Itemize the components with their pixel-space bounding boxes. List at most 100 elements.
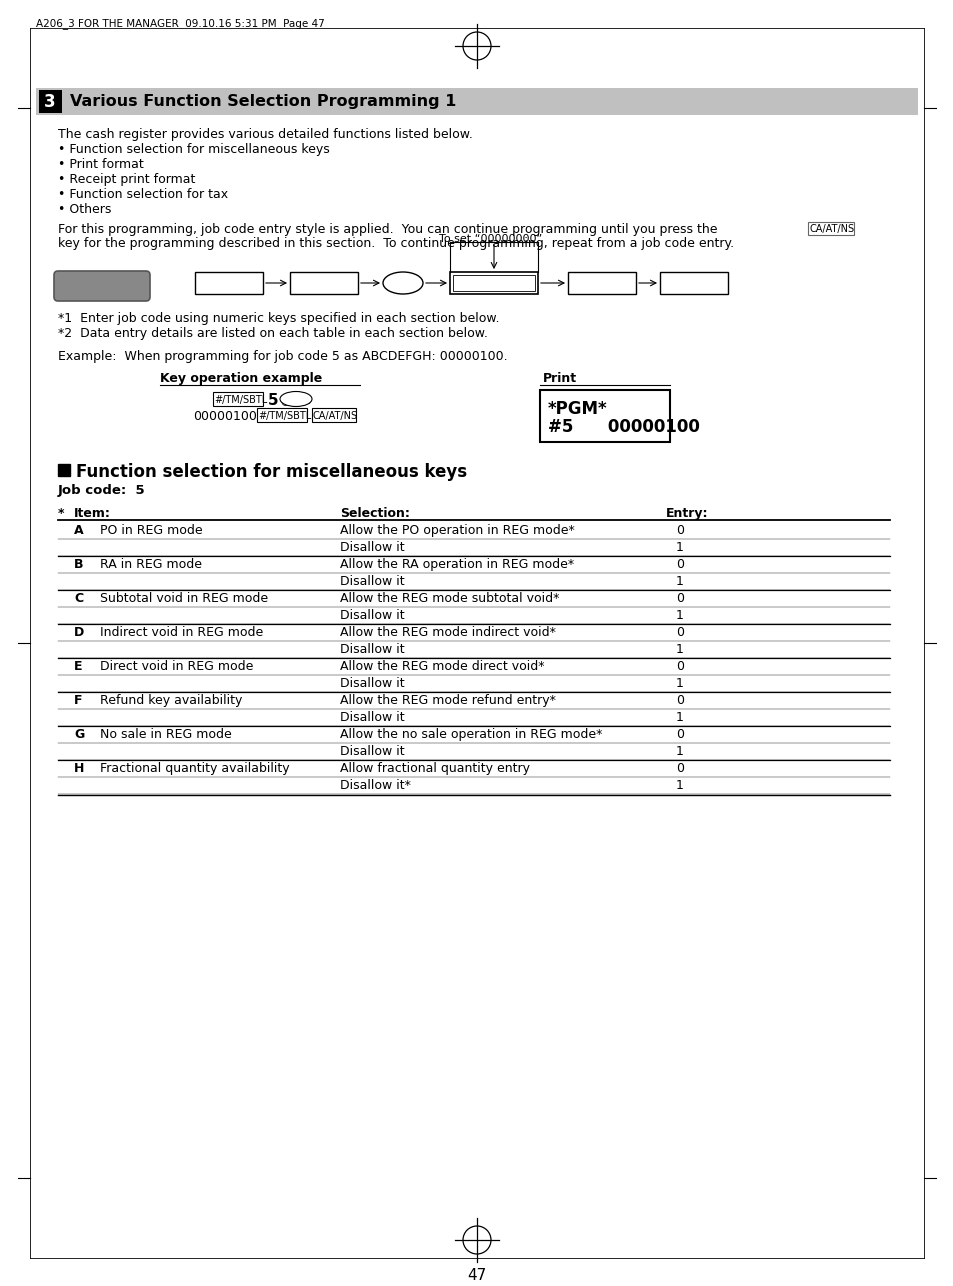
Text: Allow the REG mode direct void*: Allow the REG mode direct void* xyxy=(339,660,544,673)
Text: 1: 1 xyxy=(676,779,683,792)
Text: • Receipt print format: • Receipt print format xyxy=(58,174,195,186)
Text: Procedure: Procedure xyxy=(66,279,138,292)
Text: #5      00000100: #5 00000100 xyxy=(547,418,700,436)
Text: B: B xyxy=(74,558,84,571)
Text: Disallow it: Disallow it xyxy=(339,711,404,724)
Text: F: F xyxy=(74,694,82,707)
Bar xyxy=(290,273,357,294)
Text: Job code:  5: Job code: 5 xyxy=(58,484,146,496)
Text: Allow fractional quantity entry: Allow fractional quantity entry xyxy=(339,763,530,775)
Text: 3: 3 xyxy=(44,93,56,111)
Text: 1: 1 xyxy=(676,610,683,622)
Text: No sale in REG mode: No sale in REG mode xyxy=(100,728,232,741)
Text: 0: 0 xyxy=(676,728,683,741)
Text: Item:: Item: xyxy=(74,507,111,520)
Text: *²ABCDEFGH: *²ABCDEFGH xyxy=(460,279,527,289)
Bar xyxy=(450,273,537,294)
Text: CA/AT/NS: CA/AT/NS xyxy=(669,279,718,289)
Text: 0: 0 xyxy=(676,694,683,707)
Text: A206_3 FOR THE MANAGER  09.10.16 5:31 PM  Page 47: A206_3 FOR THE MANAGER 09.10.16 5:31 PM … xyxy=(36,18,324,28)
Text: 0: 0 xyxy=(676,763,683,775)
Bar xyxy=(539,390,669,442)
Text: Selection:: Selection: xyxy=(339,507,410,520)
Text: Disallow it: Disallow it xyxy=(339,541,404,554)
Text: D: D xyxy=(74,626,84,639)
Text: Entry:: Entry: xyxy=(665,507,708,520)
Text: @/FOR: @/FOR xyxy=(385,279,420,289)
Text: RA in REG mode: RA in REG mode xyxy=(100,558,202,571)
Text: Allow the no sale operation in REG mode*: Allow the no sale operation in REG mode* xyxy=(339,728,601,741)
Text: Allow the RA operation in REG mode*: Allow the RA operation in REG mode* xyxy=(339,558,574,571)
Text: Refund key availability: Refund key availability xyxy=(100,694,242,707)
FancyBboxPatch shape xyxy=(54,271,150,301)
Text: Example:  When programming for job code 5 as ABCDEFGH: 00000100.: Example: When programming for job code 5… xyxy=(58,350,507,363)
Text: • Function selection for tax: • Function selection for tax xyxy=(58,188,228,201)
Text: #/TM/SBTL: #/TM/SBTL xyxy=(200,279,257,289)
Bar xyxy=(58,464,70,476)
Text: @/FOR: @/FOR xyxy=(280,396,311,405)
Text: H: H xyxy=(74,763,84,775)
Text: *: * xyxy=(58,507,65,520)
Text: 0: 0 xyxy=(676,558,683,571)
Text: Print: Print xyxy=(542,372,577,385)
Bar xyxy=(194,273,263,294)
Ellipse shape xyxy=(382,273,422,294)
Bar xyxy=(213,392,263,406)
Text: PO in REG mode: PO in REG mode xyxy=(100,523,202,538)
Bar xyxy=(36,87,917,114)
Bar xyxy=(807,222,853,235)
Text: Disallow it: Disallow it xyxy=(339,643,404,656)
Text: 1: 1 xyxy=(676,745,683,757)
Text: Allow the REG mode subtotal void*: Allow the REG mode subtotal void* xyxy=(339,592,558,604)
Text: • Function selection for miscellaneous keys: • Function selection for miscellaneous k… xyxy=(58,143,330,156)
Text: G: G xyxy=(74,728,84,741)
Text: *2  Data entry details are listed on each table in each section below.: *2 Data entry details are listed on each… xyxy=(58,327,487,340)
Text: 5: 5 xyxy=(268,394,278,408)
Text: Disallow it*: Disallow it* xyxy=(339,779,411,792)
Text: Various Function Selection Programming 1: Various Function Selection Programming 1 xyxy=(70,94,456,109)
Text: *¹Job code: *¹Job code xyxy=(296,279,351,289)
Text: Key operation example: Key operation example xyxy=(160,372,322,385)
Text: Disallow it: Disallow it xyxy=(339,676,404,691)
Bar xyxy=(567,273,636,294)
Ellipse shape xyxy=(280,391,312,406)
Text: #/TM/SBTL: #/TM/SBTL xyxy=(257,412,311,421)
Text: key for the programming described in this section.  To continue programming, rep: key for the programming described in thi… xyxy=(58,237,734,249)
Text: 1: 1 xyxy=(676,541,683,554)
Text: CA/AT/NS: CA/AT/NS xyxy=(313,412,357,421)
Text: 0: 0 xyxy=(676,626,683,639)
Text: Direct void in REG mode: Direct void in REG mode xyxy=(100,660,253,673)
Bar xyxy=(312,408,355,422)
Text: A: A xyxy=(74,523,84,538)
Text: The cash register provides various detailed functions listed below.: The cash register provides various detai… xyxy=(58,129,473,141)
Bar xyxy=(453,275,535,291)
Text: E: E xyxy=(74,660,82,673)
Text: #/TM/SBTL: #/TM/SBTL xyxy=(213,395,267,405)
Text: Disallow it: Disallow it xyxy=(339,575,404,588)
Text: 1: 1 xyxy=(676,643,683,656)
Text: To set “00000000”: To set “00000000” xyxy=(438,234,541,244)
Text: 0: 0 xyxy=(676,592,683,604)
Bar xyxy=(256,408,307,422)
Bar xyxy=(39,90,62,113)
Text: • Print format: • Print format xyxy=(58,158,144,171)
Text: 00000100: 00000100 xyxy=(193,410,256,423)
Text: *1  Enter job code using numeric keys specified in each section below.: *1 Enter job code using numeric keys spe… xyxy=(58,312,499,325)
Text: Disallow it: Disallow it xyxy=(339,610,404,622)
Text: 0: 0 xyxy=(676,660,683,673)
Text: For this programming, job code entry style is applied.  You can continue program: For this programming, job code entry sty… xyxy=(58,222,717,237)
Text: 1: 1 xyxy=(676,575,683,588)
Text: 1: 1 xyxy=(676,711,683,724)
Text: Allow the REG mode indirect void*: Allow the REG mode indirect void* xyxy=(339,626,556,639)
Text: Fractional quantity availability: Fractional quantity availability xyxy=(100,763,290,775)
Text: 1: 1 xyxy=(676,676,683,691)
Text: Allow the PO operation in REG mode*: Allow the PO operation in REG mode* xyxy=(339,523,574,538)
Text: Disallow it: Disallow it xyxy=(339,745,404,757)
Text: Indirect void in REG mode: Indirect void in REG mode xyxy=(100,626,263,639)
Text: 0: 0 xyxy=(676,523,683,538)
Text: CA/AT/NS: CA/AT/NS xyxy=(809,224,854,234)
Text: Subtotal void in REG mode: Subtotal void in REG mode xyxy=(100,592,268,604)
Text: • Others: • Others xyxy=(58,203,112,216)
Text: C: C xyxy=(74,592,83,604)
Text: Function selection for miscellaneous keys: Function selection for miscellaneous key… xyxy=(76,463,467,481)
